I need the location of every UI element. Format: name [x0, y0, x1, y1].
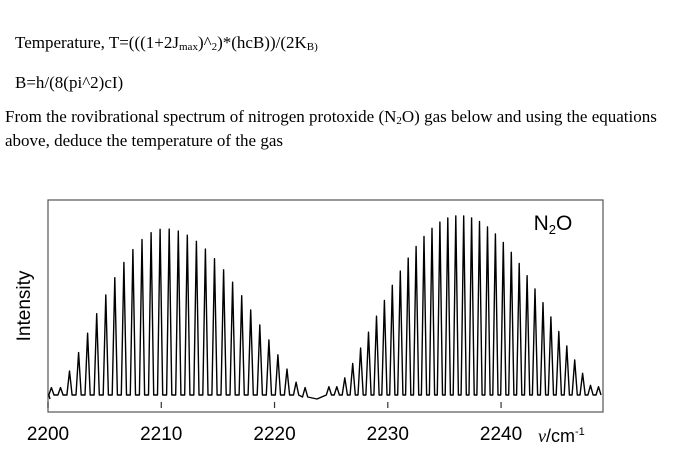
spectrum-figure: 2200 2210 2220 2230 2240 N2O Intensity ν/cm-…: [0, 190, 700, 463]
spectrum-trace: [48, 215, 602, 400]
spectrum-chart: 2200 2210 2220 2230 2240 N2O Intensity ν/cm-…: [14, 199, 604, 446]
x-tick-label: 2200: [27, 424, 69, 445]
x-axis-label: ν/cm-1: [538, 426, 585, 446]
x-tick-label: 2230: [367, 424, 409, 445]
x-tick-label: 2240: [480, 424, 522, 445]
plot-frame: [47, 199, 604, 413]
x-tick-label: 2220: [253, 424, 295, 445]
molecule-label: N2O: [534, 212, 573, 237]
question-text: From the rovibrational spectrum of nitro…: [5, 107, 657, 150]
x-tick-label: 2210: [140, 424, 182, 445]
x-axis-ticks: [47, 402, 502, 408]
x-axis-tick-labels: 2200 2210 2220 2230 2240: [27, 424, 522, 445]
temperature-equation: Temperature, T=(((1+2Jmax)^2)*(hcB))/(2K…: [15, 33, 318, 53]
y-axis-label: Intensity: [14, 270, 35, 341]
rotational-constant-equation: B=h/(8(pi^2)cI): [15, 73, 124, 92]
